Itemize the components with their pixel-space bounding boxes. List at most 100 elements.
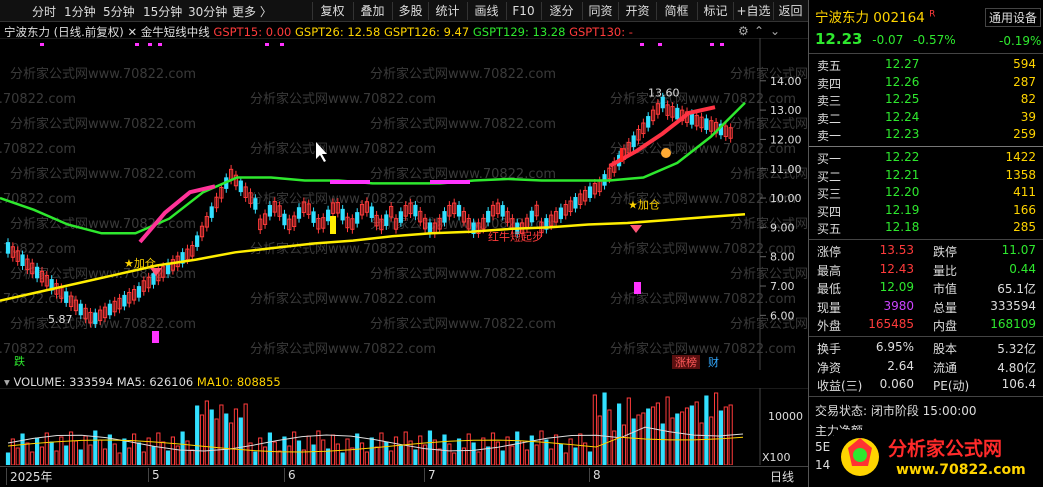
toolbar-button-5[interactable]: F10 [506,2,540,20]
candle-body [132,289,137,301]
period-tab-2[interactable]: 5分钟 [103,5,135,19]
volume-bar [321,439,326,465]
volume-bar [558,443,563,465]
ask-row[interactable]: 卖三 12.25 82 [809,92,1043,108]
kline-chart[interactable]: 分析家公式网www.70822.com 分析家公式网www.70822.com 分析… [0,38,808,370]
candle-body [364,201,369,213]
volume-bar [490,432,496,465]
toolbar-button-0[interactable]: 复权 [312,2,352,20]
toolbar-button-2[interactable]: 多股 [392,2,428,20]
stat-value: 6.95% [875,340,914,354]
volume-bar [326,448,331,465]
bid-row[interactable]: 买四 12.19 166 [809,203,1043,219]
volume-bar [617,403,622,465]
candle-body [631,135,636,147]
watermark-text: 分析家公式网www.70822.com [10,116,196,132]
buy-marker [634,282,641,294]
volume-bar [369,437,374,465]
chevron-up-icon[interactable]: ⌃ [754,24,765,38]
bid-row[interactable]: 买五 12.18 285 [809,220,1043,236]
finance-label: 财 [708,355,719,369]
period-tab-4[interactable]: 30分钟 [188,5,228,19]
volume-bar [253,451,258,465]
candle-body [592,182,597,195]
volume-bar [602,392,607,465]
candle-body [243,186,248,198]
ask-row[interactable]: 卖五 12.27 594 [809,57,1043,73]
toolbar-button-4[interactable]: 画线 [467,2,505,20]
watermark-text: 分析家公式网www.70822.com [10,316,196,332]
toolbar-button-12[interactable]: 返回 [773,2,807,20]
indicator-line-1 [0,212,746,302]
period-tab-5[interactable]: 更多 〉 [232,5,272,19]
period-tab-0[interactable]: 分时 [32,5,57,19]
day-line-label[interactable]: 日线 [770,470,795,484]
volume-bar [262,446,268,465]
volume-bar [670,417,675,465]
r-badge: R [929,9,936,20]
bid-row[interactable]: 买三 12.20 411 [809,185,1043,201]
period-tab-3[interactable]: 15分钟 [143,5,183,19]
candle-body [529,210,534,223]
candle-body [136,286,142,298]
volume-bar [379,432,384,465]
indicator-line-3 [609,105,716,168]
ask-row[interactable]: 卖二 12.24 39 [809,110,1043,126]
bid-row[interactable]: 买一 12.22 1422 [809,150,1043,166]
watermark-text: 分析家公式网www.70822.com [730,116,808,132]
limit-up-badge[interactable] [672,355,700,369]
volume-bar [520,440,525,465]
stat-value: 0.060 [879,377,914,391]
toolbar-button-11[interactable]: +自选 [733,2,773,20]
watermark-text: 分析家公式网www.70822.com [10,266,196,282]
volume-collapse-icon[interactable]: ▾ [4,375,14,389]
candle-body [64,291,69,303]
bid-row[interactable]: 买二 12.21 1358 [809,168,1043,184]
ask-row[interactable]: 卖四 12.26 287 [809,75,1043,91]
toolbar-button-7[interactable]: 同资 [582,2,618,20]
signal-bar [330,216,336,234]
price-tick-label: 12.00 [770,133,802,146]
stat-value: 5.32亿 [997,342,1036,356]
toolbar-button-9[interactable]: 简框 [656,2,696,20]
ask-row[interactable]: 卖一 12.23 259 [809,127,1043,143]
toolbar-button-8[interactable]: 开资 [618,2,656,20]
watermark-text: 分析家公式网www.70822.com [370,66,556,82]
period-tab-1[interactable]: 1分钟 [64,5,96,19]
toolbar-button-6[interactable]: 逐分 [541,2,581,20]
stat-row: 最低 12.09 市值 65.1亿 [809,280,1043,296]
volume-bar [723,406,728,465]
close-icon[interactable]: ✕ [127,25,141,39]
ask-label: 卖五 [817,59,842,73]
toolbar-button-10[interactable]: 标记 [697,2,733,20]
volume-bar [185,440,190,465]
toolbar-button-3[interactable]: 统计 [428,2,466,20]
bid-volume: 285 [1013,220,1036,234]
candle-body [112,300,117,313]
add-position-label: ★加仓 [124,256,156,270]
stat-row: 收益(三) 0.060 PE(动) 106.4 [809,377,1043,393]
ma5-value: MA5: 626106 [116,375,194,389]
volume-bar [592,394,597,465]
toolbar-button-1[interactable]: 叠加 [353,2,391,20]
volume-chart[interactable] [0,388,808,465]
settings-icon[interactable]: ⚙ [738,24,749,38]
top-marker [265,43,269,46]
candle-body [209,206,214,218]
candle-body [665,104,670,116]
stat-label: 最高 [817,263,842,278]
chevron-down-icon[interactable]: ⌄ [770,24,781,38]
buy-marker [152,331,159,343]
volume-bar [248,442,253,465]
bid-price: 12.22 [885,150,920,164]
watermark-text: 分析家公式网www.70822.com [610,341,796,357]
volume-bar [15,447,20,465]
ask-price: 12.27 [885,57,920,71]
device-tag[interactable]: 通用设备 [985,8,1042,27]
volume-bar [413,449,418,465]
time-axis: 2025年 5 6 7 8 日线 [0,466,808,487]
candle-body [253,198,258,210]
volume-bar [704,395,709,465]
fund-row-2: 5E [815,440,831,454]
volume-bar [311,444,316,465]
